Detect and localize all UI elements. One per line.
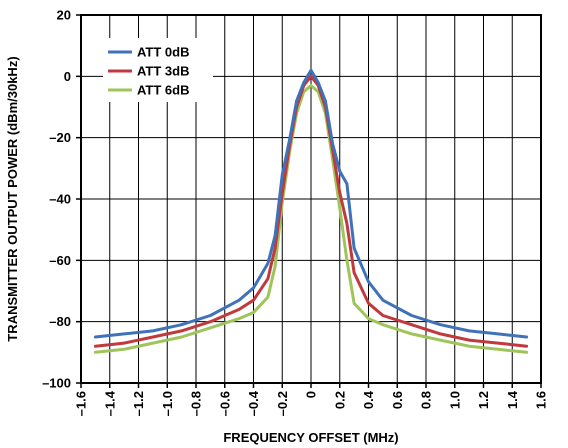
x-tick-label: –0.2: [275, 391, 290, 416]
series-lines: [93, 68, 529, 354]
legend-label-att-0db: ATT 0dB: [137, 45, 189, 60]
x-tick-label: –1.0: [160, 391, 175, 416]
x-tick-label: 0.4: [361, 390, 376, 409]
ticks: [76, 14, 542, 388]
y-tick-label: –60: [49, 253, 71, 268]
grid: [81, 15, 541, 383]
y-tick-labels: –100 –80 –60 –40 –20 0 20: [42, 8, 71, 391]
y-axis-title: TRANSMITTER OUTPUT POWER (dBm/30kHz): [5, 56, 20, 341]
x-tick-label: 0.6: [390, 391, 405, 409]
y-tick-label: –40: [49, 192, 71, 207]
series-line-att-3db: [93, 74, 529, 348]
legend-label-att-3db: ATT 3dB: [137, 64, 189, 79]
x-tick-label: –0.8: [189, 391, 204, 416]
x-tick-label: –1.4: [102, 390, 117, 416]
x-tick-label: –0.4: [246, 390, 261, 416]
x-tick-label: 1.0: [447, 391, 462, 409]
x-axis-title: FREQUENCY OFFSET (MHz): [223, 430, 398, 445]
series-line-att-6db: [93, 84, 529, 354]
x-tick-label: –0.6: [217, 391, 232, 416]
y-tick-label: –80: [49, 314, 71, 329]
x-tick-label: –1.6: [74, 391, 89, 416]
legend-label-att-6db: ATT 6dB: [137, 83, 189, 98]
x-tick-label: 0: [304, 391, 319, 398]
x-tick-label: 1.4: [505, 390, 520, 409]
y-tick-label: 0: [64, 69, 71, 84]
y-tick-label: –20: [49, 130, 71, 145]
x-tick-labels: –1.6 –1.4 –1.2 –1.0 –0.8 –0.6 –0.4 –0.2 0 0.2 0.4 0…: [74, 390, 549, 416]
y-tick-label: –100: [42, 376, 71, 391]
y-tick-label: 20: [57, 8, 71, 23]
x-tick-label: 1.2: [476, 391, 491, 409]
legend: ATT 0dB ATT 3dB ATT 6dB: [103, 38, 213, 102]
x-tick-label: 0.8: [419, 391, 434, 409]
x-tick-label: –1.2: [131, 391, 146, 416]
x-tick-label: 0.2: [332, 391, 347, 409]
series-line-att-0db: [93, 68, 529, 339]
x-tick-label: 1.6: [534, 391, 549, 409]
